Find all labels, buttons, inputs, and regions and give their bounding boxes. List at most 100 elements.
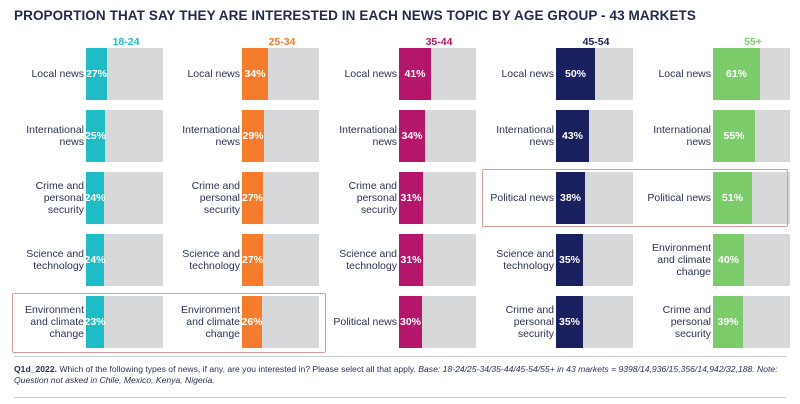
bottom-divider [14,397,786,398]
footnote-question: Which of the following types of news, if… [57,364,419,374]
bar-value-label: 27% [86,68,108,80]
bar-track: 34% [399,110,476,162]
cell-2-0: Local news 41% [327,48,477,100]
cell-2-2: Crime and personal security 31% [327,172,477,224]
topic-label: Political news [333,316,397,328]
cell-1-2: Crime and personal security 27% [170,172,320,224]
bar-value-label: 27% [242,192,264,204]
bar-track: 35% [556,296,633,348]
bar-value-label: 25% [85,130,107,142]
cell-4-0: Local news 61% [641,48,791,100]
topic-label: Crime and personal security [662,304,711,340]
bar-4-3: 40% [713,234,744,286]
bar-track: 34% [242,48,319,100]
cell-3-4: Crime and personal security 35% [484,296,634,348]
bar-0-2: 24% [84,172,106,224]
topic-label: International news [26,124,84,148]
bar-3-0: 50% [556,48,595,100]
bar-track: 29% [242,110,319,162]
topic-label: International news [496,124,554,148]
bar-value-label: 30% [399,316,421,328]
cell-3-3: Science and technology 35% [484,234,634,286]
bar-2-4: 30% [399,296,422,348]
topic-label: Local news [344,68,397,80]
bar-0-1: 25% [85,110,107,162]
bar-track: 27% [86,48,163,100]
cell-4-3: Environment and climate change 40% [641,234,791,286]
bar-2-1: 34% [399,110,425,162]
topic-label: Crime and personal security [35,180,84,216]
bar-track: 30% [399,296,476,348]
bar-track: 50% [556,48,633,100]
footnote-question-id: Q1d_2022. [14,364,57,374]
highlight-environment [12,293,326,353]
bar-4-2: 51% [713,172,752,224]
bar-1-1: 29% [242,110,264,162]
bar-track: 26% [242,296,319,348]
bar-3-3: 35% [556,234,583,286]
bar-value-label: 27% [242,254,264,266]
cell-1-1: International news 29% [170,110,320,162]
topic-label: Science and technology [339,248,397,272]
bar-value-label: 41% [404,68,426,80]
topic-label: International news [653,124,711,148]
bar-value-label: 34% [244,68,266,80]
bar-track: 51% [713,172,790,224]
cell-0-2: Crime and personal security 24% [14,172,164,224]
bar-4-4: 39% [713,296,743,348]
cell-1-3: Science and technology 27% [170,234,320,286]
topic-label: Science and technology [26,248,84,272]
bar-value-label: 29% [242,130,264,142]
bar-track: 43% [556,110,633,162]
bar-value-label: 50% [564,68,586,80]
bar-track: 23% [85,296,163,348]
bar-value-label: 24% [84,192,106,204]
cell-2-3: Science and technology 31% [327,234,477,286]
bar-0-0: 27% [86,48,107,100]
cell-4-1: International news 55% [641,110,791,162]
topic-label: Local news [658,68,711,80]
bar-track: 55% [713,110,790,162]
bar-value-label: 34% [401,130,423,142]
topic-label: Crime and personal security [505,304,554,340]
bar-track: 24% [84,172,163,224]
topic-label: Science and technology [182,248,240,272]
group-header-4: 55+ [744,36,762,48]
bar-0-3: 24% [85,234,106,286]
cell-4-2: Political news 51% [641,172,791,224]
bar-track: 31% [399,234,476,286]
bar-value-label: 31% [400,192,422,204]
bar-value-label: 31% [400,254,422,266]
bar-value-label: 35% [558,254,580,266]
topic-label: Political news [647,192,711,204]
bar-1-2: 27% [242,172,263,224]
bar-0-4: 23% [85,296,106,348]
bar-2-3: 31% [399,234,423,286]
bar-3-1: 43% [556,110,589,162]
topic-label: Local news [31,68,84,80]
bar-track: 40% [713,234,790,286]
cell-3-2: Political news 38% [484,172,634,224]
cell-0-0: Local news 27% [14,48,164,100]
group-header-0: 18-24 [112,36,140,48]
bar-value-label: 38% [559,192,581,204]
topic-label: Environment and climate change [25,304,84,340]
topic-label: International news [339,124,397,148]
cell-2-1: International news 34% [327,110,477,162]
bar-track: 24% [85,234,163,286]
cell-1-4: Environment and climate change 26% [170,296,320,348]
topic-label: Environment and climate change [181,304,240,340]
cell-1-0: Local news 34% [170,48,320,100]
cell-4-4: Crime and personal security 39% [641,296,791,348]
cell-3-0: Local news 50% [484,48,634,100]
bar-1-3: 27% [242,234,263,286]
chart-title: PROPORTION THAT SAY THEY ARE INTERESTED … [14,8,696,23]
bar-track: 39% [713,296,790,348]
bar-1-4: 26% [242,296,263,348]
footnote-base: Base: 18-24/25-34/35-44/45-54/55+ in 43 … [14,364,778,385]
topic-label: Local news [501,68,554,80]
cell-2-4: Political news 30% [327,296,477,348]
bar-2-2: 31% [399,172,423,224]
bar-4-0: 61% [713,48,760,100]
cell-3-1: International news 43% [484,110,634,162]
